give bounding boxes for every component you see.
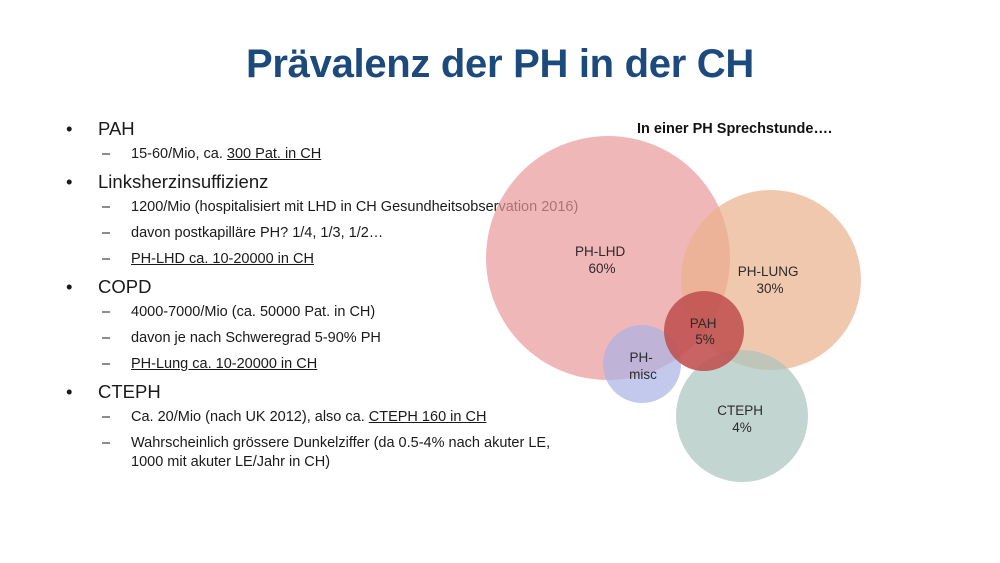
label-cteph: CTEPH 4% [717,403,767,435]
sub-text: davon je nach Schweregrad 5-90% PH [131,330,381,346]
label-ph-lhd: PH-LHD 60% [575,244,629,276]
label-ph-misc: PH- misc [629,350,657,382]
slide-title: Prävalenz der PH in der CH [246,42,754,86]
bullet-label: PAH [98,118,135,139]
underlined-text: PH-Lung ca. 10-20000 in CH [131,356,318,372]
sub-item: – davon je nach Schweregrad 5-90% PH [102,330,381,346]
label-ph-lung: PH-LUNG 30% [738,264,803,296]
bullet-pah: • PAH – 15-60/Mio, ca. 300 Pat. in CH [62,118,582,164]
sub-item: – Wahrscheinlich grössere Dunkelziffer (… [102,435,551,470]
sub-item: – Ca. 20/Mio (nach UK 2012), also ca. CT… [102,409,487,425]
bullet-dot: • [66,381,73,402]
sub-text: 1200/Mio (hospitalisiert mit LHD in CH G… [131,199,579,215]
bullet-cteph: • CTEPH – Ca. 20/Mio (nach UK 2012), als… [62,381,582,472]
sub-list: – 1200/Mio (hospitalisiert mit LHD in CH… [98,198,582,269]
sub-item: – 15-60/Mio, ca. 300 Pat. in CH [102,146,322,162]
sub-item: – 1200/Mio (hospitalisiert mit LHD in CH… [102,199,579,215]
underlined-text: PH-LHD ca. 10-20000 in CH [131,251,314,267]
underlined-text: 300 Pat. in CH [226,146,322,162]
circle-cteph [676,350,808,482]
circle-pah [664,291,744,371]
sub-item: – 4000-7000/Mio (ca. 50000 Pat. in CH) [102,304,376,320]
bullet-dot: • [66,171,73,192]
bullet-list: • PAH – 15-60/Mio, ca. 300 Pat. in CH • … [62,114,582,479]
sub-text: davon postkapilläre PH? 1/4, 1/3, 1/2… [131,225,384,241]
sub-item: – PH-Lung ca. 10-20000 in CH [102,356,318,372]
diagram-title: In einer PH Sprechstunde…. [637,121,832,137]
sub-text: Wahrscheinlich grössere Dunkelziffer (da… [131,435,551,470]
underlined-text: CTEPH 160 in CH [368,409,487,425]
sub-text: 4000-7000/Mio (ca. 50000 Pat. in CH) [131,304,376,320]
sub-list: – 15-60/Mio, ca. 300 Pat. in CH [98,145,582,164]
sub-list: – 4000-7000/Mio (ca. 50000 Pat. in CH) –… [98,303,582,374]
sub-text: Ca. 20/Mio (nach UK 2012), also ca. [131,409,369,425]
sub-item: – PH-LHD ca. 10-20000 in CH [102,251,314,267]
bullet-linksherzinsuffizienz: • Linksherzinsuffizienz – 1200/Mio (hosp… [62,171,582,269]
bullet-dot: • [66,276,73,297]
sub-item: – davon postkapilläre PH? 1/4, 1/3, 1/2… [102,225,384,241]
sub-list: – Ca. 20/Mio (nach UK 2012), also ca. CT… [98,408,582,472]
bullet-label: Linksherzinsuffizienz [98,171,269,192]
circle-ph-misc [603,325,681,403]
label-pah: PAH 5% [690,316,721,347]
sub-text: 15-60/Mio, ca. [131,146,227,162]
bullet-dot: • [66,118,73,139]
bullet-label: CTEPH [98,381,161,402]
bullet-label: COPD [98,276,152,297]
bullet-copd: • COPD – 4000-7000/Mio (ca. 50000 Pat. i… [62,276,582,374]
